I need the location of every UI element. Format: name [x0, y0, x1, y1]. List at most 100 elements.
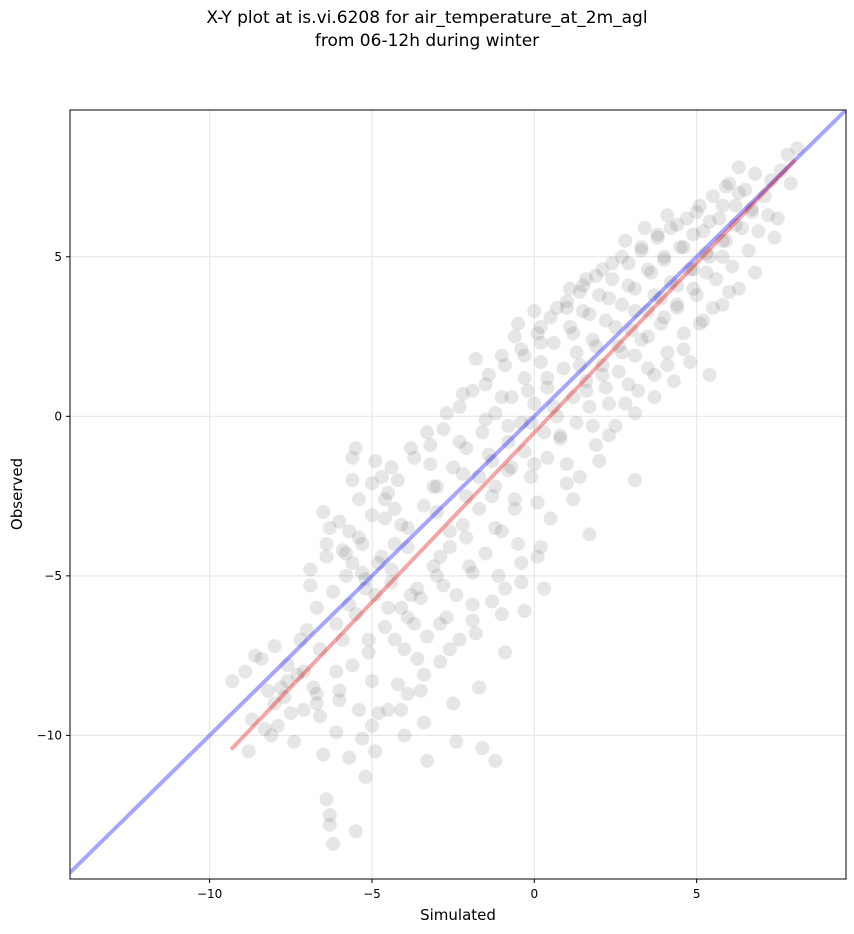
data-point: [731, 160, 746, 175]
data-point: [550, 409, 565, 424]
data-point: [618, 396, 633, 411]
data-point: [322, 817, 337, 832]
data-point: [361, 645, 376, 660]
data-point: [429, 568, 444, 583]
data-point: [595, 358, 610, 373]
data-point: [270, 718, 285, 733]
data-point: [657, 252, 672, 267]
data-point: [634, 240, 649, 255]
data-point: [566, 390, 581, 405]
data-point: [371, 706, 386, 721]
data-point: [381, 600, 396, 615]
data-point: [316, 747, 331, 762]
data-point: [627, 304, 642, 319]
data-point: [290, 667, 305, 682]
data-point: [676, 326, 691, 341]
data-point: [413, 591, 428, 606]
scatter-points: [225, 141, 805, 851]
data-point: [653, 316, 668, 331]
data-point: [358, 769, 373, 784]
data-point: [319, 549, 334, 564]
data-point: [657, 310, 672, 325]
data-point: [764, 173, 779, 188]
data-point: [465, 613, 480, 628]
data-point: [309, 600, 324, 615]
data-point: [455, 386, 470, 401]
data-point: [520, 383, 535, 398]
data-point: [390, 473, 405, 488]
data-point: [329, 725, 344, 740]
data-point: [345, 556, 360, 571]
data-point: [540, 371, 555, 386]
data-point: [738, 182, 753, 197]
data-point: [361, 632, 376, 647]
data-point: [313, 642, 328, 657]
data-point: [533, 540, 548, 555]
data-point: [537, 581, 552, 596]
data-point: [306, 680, 321, 695]
data-point: [455, 466, 470, 481]
data-point: [722, 284, 737, 299]
data-point: [358, 572, 373, 587]
data-point: [494, 390, 509, 405]
data-point: [459, 530, 474, 545]
data-point: [582, 399, 597, 414]
data-point: [540, 380, 555, 395]
data-point: [335, 543, 350, 558]
data-point: [296, 702, 311, 717]
data-point: [387, 536, 402, 551]
data-point: [433, 655, 448, 670]
data-point: [689, 205, 704, 220]
data-point: [436, 422, 451, 437]
data-point: [731, 281, 746, 296]
data-point: [501, 418, 516, 433]
data-point: [335, 632, 350, 647]
data-point: [670, 217, 685, 232]
data-point: [735, 221, 750, 236]
data-point: [468, 626, 483, 641]
data-point: [384, 575, 399, 590]
data-point: [507, 492, 522, 507]
data-point: [559, 476, 574, 491]
data-point: [689, 288, 704, 303]
data-point: [601, 428, 616, 443]
data-point: [517, 371, 532, 386]
data-point: [403, 588, 418, 603]
data-point: [640, 329, 655, 344]
data-point: [488, 479, 503, 494]
data-point: [595, 367, 610, 382]
regression-line: [230, 159, 797, 751]
data-point: [559, 300, 574, 315]
data-point: [566, 492, 581, 507]
data-point: [319, 792, 334, 807]
data-point: [345, 450, 360, 465]
data-point: [403, 441, 418, 456]
data-point: [348, 824, 363, 839]
data-point: [413, 683, 428, 698]
data-point: [465, 597, 480, 612]
data-point: [511, 536, 526, 551]
data-point: [407, 616, 422, 631]
data-point: [524, 469, 539, 484]
data-point: [325, 836, 340, 851]
data-point: [241, 744, 256, 759]
data-point: [332, 683, 347, 698]
data-point: [699, 246, 714, 261]
data-point: [676, 240, 691, 255]
data-point: [394, 600, 409, 615]
data-point: [225, 674, 240, 689]
data-point: [348, 607, 363, 622]
data-point: [715, 249, 730, 264]
data-point: [501, 434, 516, 449]
data-point: [494, 524, 509, 539]
data-point: [377, 511, 392, 526]
data-point: [511, 316, 526, 331]
data-point: [546, 399, 561, 414]
data-point: [553, 431, 568, 446]
data-point: [592, 453, 607, 468]
data-point: [585, 332, 600, 347]
data-point: [338, 546, 353, 561]
data-point: [465, 565, 480, 580]
data-point: [569, 345, 584, 360]
